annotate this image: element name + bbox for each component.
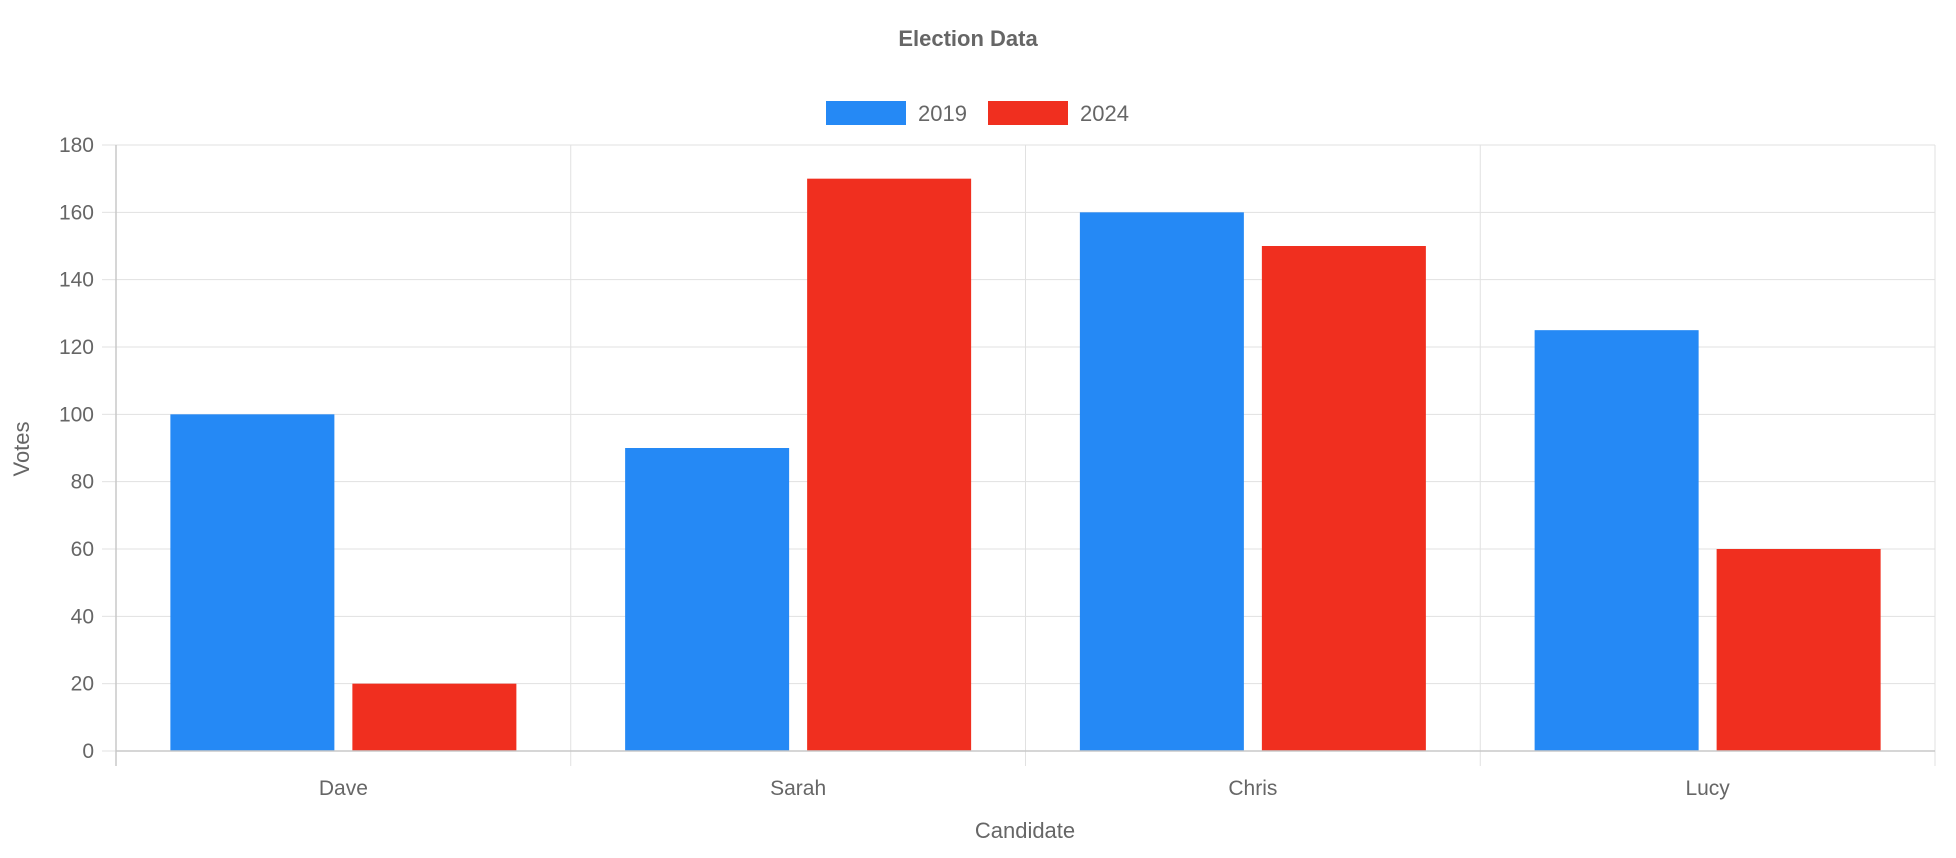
x-tick-label: Chris bbox=[1228, 777, 1277, 800]
bar-lucy-2024[interactable] bbox=[1716, 549, 1881, 751]
y-axis-label: Votes bbox=[9, 421, 34, 476]
x-tick-label: Lucy bbox=[1685, 777, 1730, 800]
bar-dave-2024[interactable] bbox=[352, 683, 517, 751]
ticks-layer: 0 20 40 60 80 100 120 140 160 180 Dave Sarah Chris Lu… bbox=[59, 134, 1730, 800]
legend-swatch-2024[interactable] bbox=[988, 101, 1068, 125]
chart-title: Election Data bbox=[898, 26, 1038, 51]
y-tick-label: 0 bbox=[82, 740, 94, 763]
y-tick-label: 120 bbox=[59, 336, 94, 359]
bar-chris-2024[interactable] bbox=[1261, 246, 1426, 751]
x-tick-label: Dave bbox=[319, 777, 368, 800]
y-tick-label: 140 bbox=[59, 269, 94, 292]
legend-swatch-2019[interactable] bbox=[826, 101, 906, 125]
bar-lucy-2019[interactable] bbox=[1534, 330, 1699, 751]
y-tick-label: 80 bbox=[71, 471, 94, 494]
y-tick-label: 180 bbox=[59, 134, 94, 157]
y-tick-label: 160 bbox=[59, 201, 94, 224]
legend: 2019 2024 bbox=[826, 101, 1129, 126]
bar-chris-2019[interactable] bbox=[1079, 212, 1244, 752]
bar-sarah-2019[interactable] bbox=[625, 448, 790, 751]
y-tick-label: 100 bbox=[59, 403, 94, 426]
x-tick-label: Sarah bbox=[770, 777, 826, 800]
y-tick-label: 20 bbox=[71, 673, 94, 696]
bars-layer bbox=[170, 178, 1881, 752]
legend-label-2024[interactable]: 2024 bbox=[1080, 101, 1129, 126]
axes-layer bbox=[115, 145, 1935, 766]
legend-label-2019[interactable]: 2019 bbox=[918, 101, 967, 126]
y-tick-label: 60 bbox=[71, 538, 94, 561]
y-tick-label: 40 bbox=[71, 605, 94, 628]
bar-sarah-2024[interactable] bbox=[807, 178, 972, 751]
x-axis-label: Candidate bbox=[975, 818, 1075, 843]
bar-dave-2019[interactable] bbox=[170, 414, 335, 751]
